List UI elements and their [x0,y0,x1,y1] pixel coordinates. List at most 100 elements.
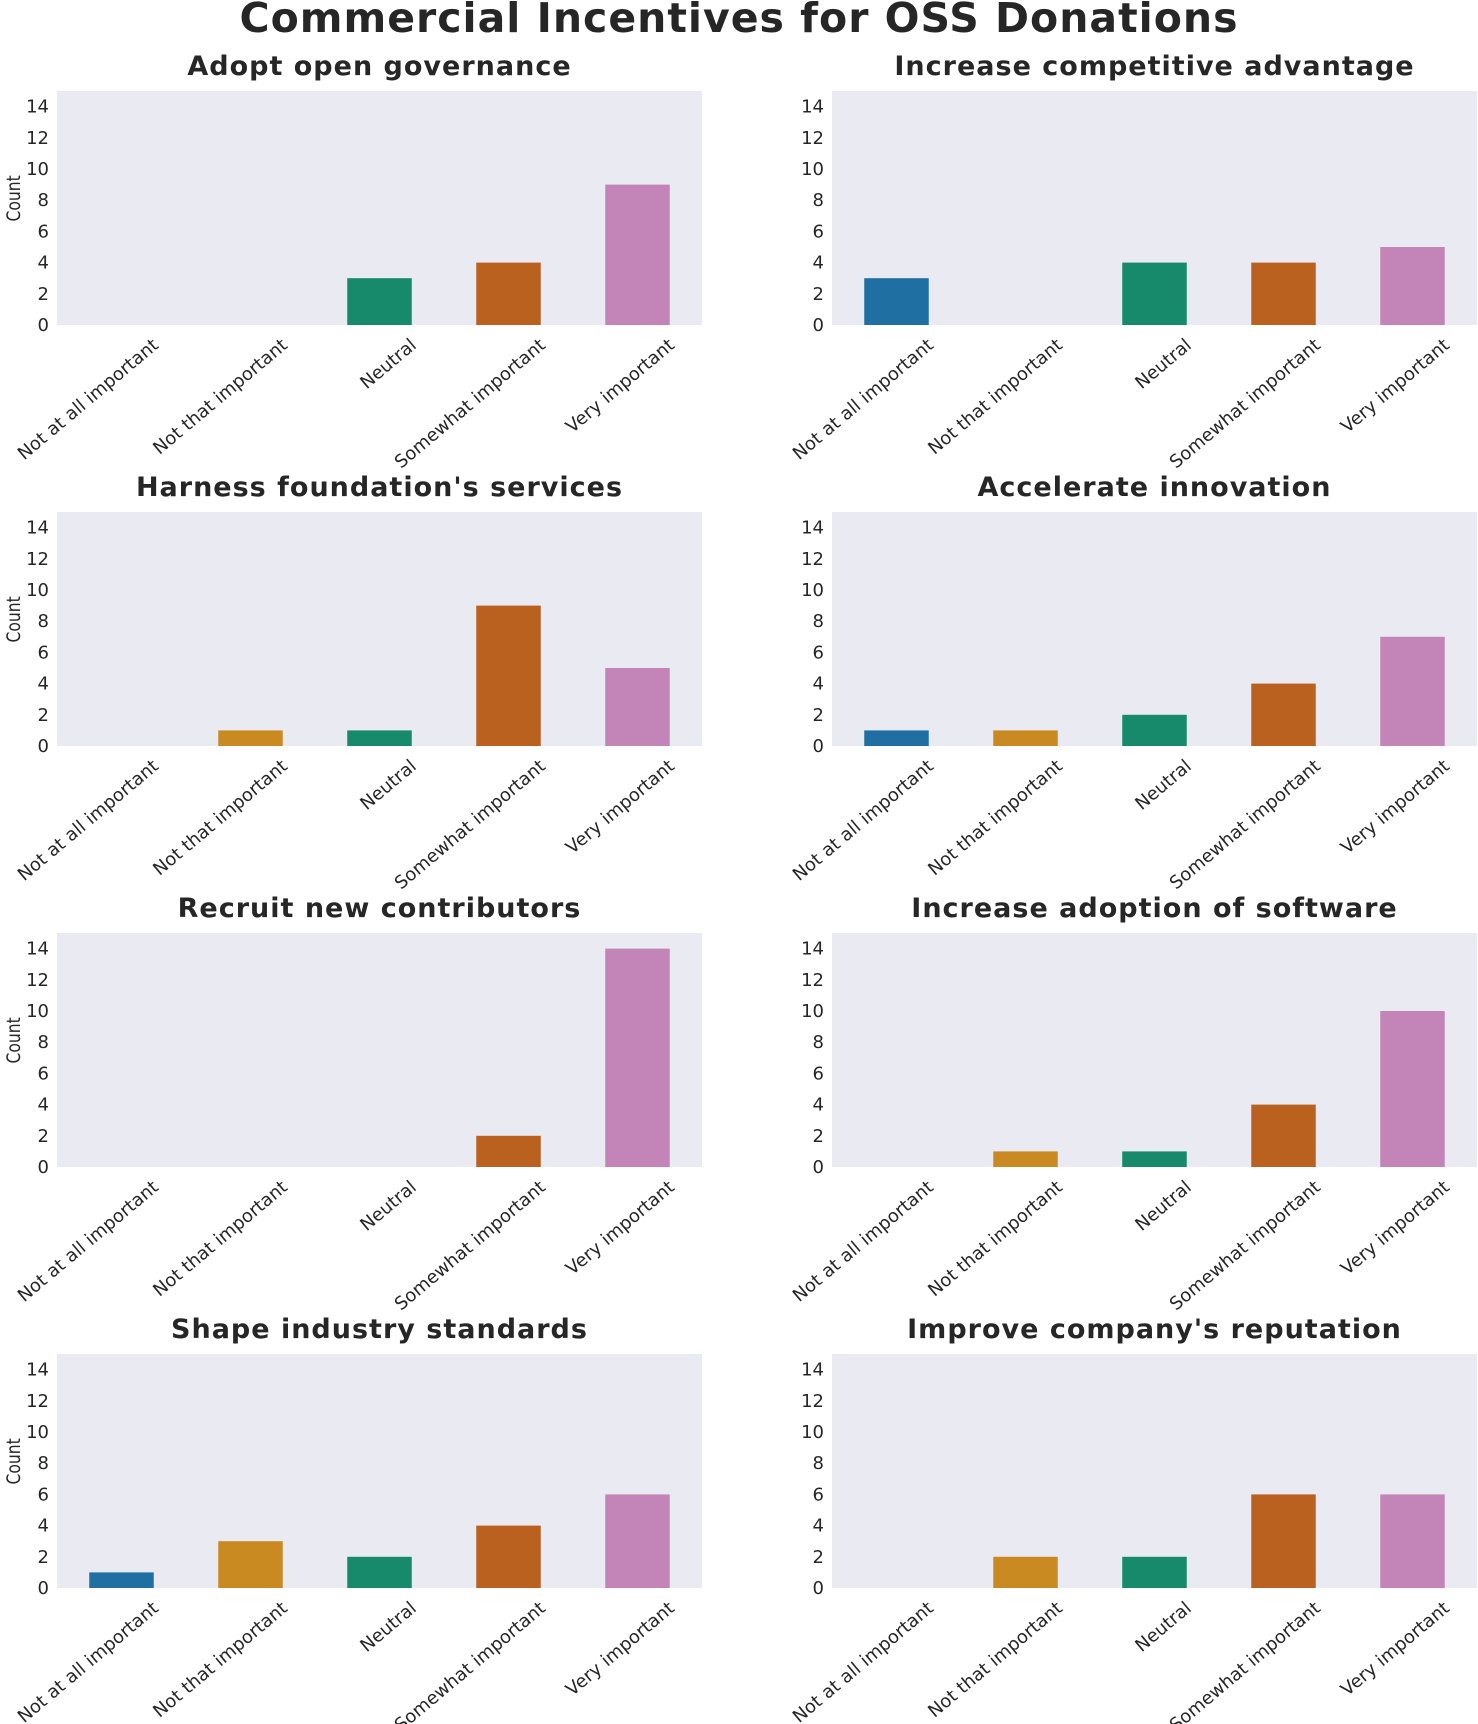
y-tick-label: 6 [38,1063,49,1084]
y-tick-label: 2 [38,705,49,726]
bar [218,1541,283,1588]
figure-title: Commercial Incentives for OSS Donations [239,0,1239,42]
y-axis-label: Count [4,596,26,642]
plot-background [832,512,1477,746]
bar [1380,247,1445,325]
y-tick-label: 2 [38,1126,49,1147]
bar [1380,1011,1445,1167]
x-tick-label: Not at all important [789,335,938,465]
x-tick-label: Neutral [356,756,420,815]
y-tick-label: 10 [801,1422,824,1443]
bar [89,1572,154,1588]
y-tick-label: 2 [38,1547,49,1568]
bar [476,262,541,325]
y-tick-label: 12 [26,1391,49,1412]
y-tick-label: 4 [813,1516,824,1537]
y-tick-label: 14 [801,518,824,539]
y-tick-label: 12 [801,128,824,149]
x-tick-label: Very important [1337,756,1454,859]
y-tick-label: 14 [801,97,824,118]
y-tick-label: 10 [801,580,824,601]
x-tick-label: Not that important [149,756,292,880]
y-tick-label: 0 [38,736,49,757]
x-tick-label: Not that important [924,335,1067,459]
x-tick-label: Neutral [1131,1598,1195,1657]
y-tick-label: 4 [813,674,824,695]
x-tick-label: Neutral [1131,1177,1195,1236]
bar [1251,1494,1316,1588]
y-tick-label: 14 [801,1360,824,1381]
y-tick-label: 2 [813,1126,824,1147]
subplot-title: Increase adoption of software [911,893,1397,924]
y-tick-label: 10 [26,1422,49,1443]
bar [605,948,670,1167]
y-tick-label: 10 [26,1001,49,1022]
y-tick-label: 6 [38,1484,49,1505]
x-tick-label: Not at all important [789,1598,938,1724]
subplot-2: Increase competitive advantage 0 2 4 6 8 10 12 1… [789,51,1477,473]
y-tick-label: 4 [813,253,824,274]
y-tick-label: 2 [813,705,824,726]
bar [1251,1104,1316,1167]
y-tick-label: 4 [38,1095,49,1116]
subplot-title: Recruit new contributors [178,893,582,924]
y-tick-label: 14 [26,97,49,118]
y-tick-label: 12 [26,970,49,991]
x-tick-label: Very important [562,756,679,859]
bar [1380,636,1445,746]
subplot-title: Improve company's reputation [907,1314,1402,1345]
x-tick-label: Neutral [1131,335,1195,394]
subplot-title: Harness foundation's services [136,472,623,503]
y-tick-label: 2 [813,1547,824,1568]
y-tick-label: 14 [26,1360,49,1381]
y-tick-label: 10 [26,159,49,180]
y-tick-label: 2 [813,284,824,305]
y-axis-label: Count [4,175,26,221]
y-tick-label: 12 [26,128,49,149]
y-tick-label: 8 [38,190,49,211]
subplot-title: Adopt open governance [187,51,571,82]
subplot-title: Accelerate innovation [978,472,1332,503]
x-tick-label: Neutral [1131,756,1195,815]
y-tick-label: 12 [801,970,824,991]
subplot-title: Shape industry standards [171,1314,588,1345]
y-tick-label: 12 [801,549,824,570]
x-tick-label: Not that important [924,756,1067,880]
y-tick-label: 4 [38,253,49,274]
y-tick-label: 10 [801,1001,824,1022]
x-tick-label: Not that important [149,1598,292,1722]
y-tick-label: 8 [813,190,824,211]
y-tick-label: 0 [38,315,49,336]
bar [605,1494,670,1588]
x-tick-label: Not at all important [14,1177,163,1307]
y-tick-label: 12 [801,1391,824,1412]
x-tick-label: Not that important [924,1598,1067,1722]
bar [864,278,929,325]
x-tick-label: Neutral [356,1598,420,1657]
x-tick-label: Not at all important [14,335,163,465]
subplot-5: Recruit new contributors 0 2 4 6 8 10 12 14 Count… [4,893,702,1315]
y-tick-label: 8 [38,1453,49,1474]
bar [1122,1151,1187,1167]
x-tick-label: Very important [562,1598,679,1701]
subplot-6: Increase adoption of software 0 2 4 6 8 10 12 14… [789,893,1477,1315]
bar [605,184,670,325]
y-tick-label: 0 [813,1157,824,1178]
y-tick-label: 8 [813,1032,824,1053]
y-tick-label: 14 [26,939,49,960]
x-tick-label: Very important [562,335,679,438]
y-axis-label: Count [4,1017,26,1063]
y-tick-label: 6 [38,221,49,242]
bar [1251,683,1316,746]
bar [864,730,929,746]
plot-background [57,512,702,746]
x-tick-label: Not that important [149,335,292,459]
bar [993,1556,1058,1588]
y-tick-label: 10 [801,159,824,180]
y-tick-label: 0 [38,1157,49,1178]
bar [1380,1494,1445,1588]
y-tick-label: 0 [813,736,824,757]
y-tick-label: 0 [813,315,824,336]
subplot-title: Increase competitive advantage [894,51,1414,82]
